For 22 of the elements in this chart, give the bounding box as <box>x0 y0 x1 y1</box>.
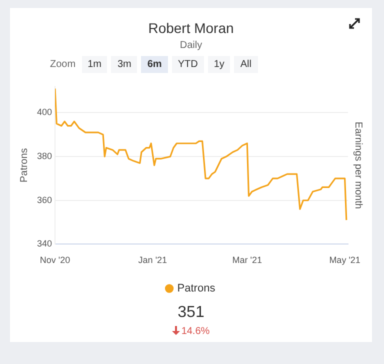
y-tick-label: 400 <box>36 107 52 118</box>
text: 1m <box>82 56 108 73</box>
y-tick-label: 380 <box>36 151 52 162</box>
x-tick-label: Mar '21 <box>232 255 262 266</box>
y-axis-title: Patrons <box>18 148 30 183</box>
chart-subtitle: Daily <box>178 40 204 51</box>
text: All <box>234 56 258 73</box>
chart-title: Robert Moran <box>147 20 235 36</box>
y-tick-label: 360 <box>36 194 52 205</box>
text: 14.6% <box>180 326 211 337</box>
x-tick-label: Nov '20 <box>40 255 70 266</box>
text: YTD <box>172 56 204 73</box>
text: 1y <box>208 56 230 73</box>
x-tick-label: May '21 <box>329 255 360 266</box>
legend-label: Patrons <box>177 282 216 295</box>
text: 3m <box>111 56 138 73</box>
x-tick-label: Jan '21 <box>138 255 168 266</box>
y2-axis-title: Earnings per month <box>352 122 364 209</box>
text: 351 <box>176 304 206 322</box>
text: 6m <box>141 56 168 73</box>
y-tick-label: 340 <box>36 238 52 249</box>
text: Zoom <box>49 58 77 72</box>
